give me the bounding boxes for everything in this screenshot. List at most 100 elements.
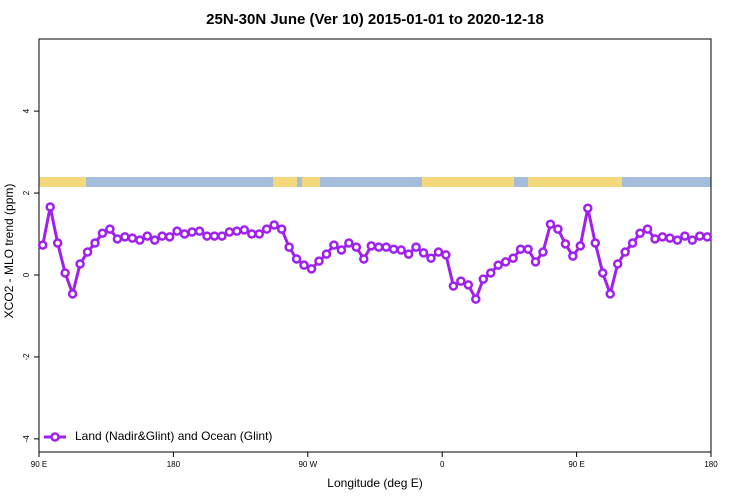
data-point [411,242,421,252]
legend-marker [50,432,60,442]
data-point [97,228,108,238]
data-point [82,247,93,257]
data-point [508,253,518,263]
y-tick-label: -2 [22,353,31,361]
data-point [179,229,190,239]
data-point [471,294,481,304]
data-point [172,226,182,236]
data-point [194,226,205,236]
data-point [463,280,474,290]
data-point [232,226,242,236]
data-point [620,247,630,257]
data-point [538,247,548,257]
data-point [224,227,235,237]
data-point [284,242,294,252]
data-point [665,233,675,243]
data-point [388,244,399,254]
data-point [344,238,354,248]
y-tick-label: 0 [22,272,31,277]
data-point [672,235,683,245]
x-tick-label: 0 [440,460,445,469]
data-point [157,231,167,241]
data-point [45,202,55,212]
data-point [680,231,690,241]
data-point [127,233,138,243]
data-point [627,238,638,248]
data-point [545,219,556,229]
data-point [164,232,175,242]
data-point [597,268,608,278]
data-point [90,238,100,248]
data-point [52,238,63,248]
data-point [568,251,578,261]
data-point [553,224,563,234]
data-point [120,232,130,242]
data-point [657,232,668,242]
data-point [373,242,384,252]
data-point [448,281,459,291]
data-point [336,245,347,255]
data-point [314,256,324,266]
data-point [261,224,272,234]
data-point [142,231,153,241]
data-point [202,231,212,241]
data-point [575,241,586,251]
y-tick-label: 2 [22,190,31,195]
data-point [441,250,451,260]
data-point [433,247,444,257]
data-point [478,274,489,284]
data-point [702,232,713,242]
x-tick-label: 180 [167,460,181,469]
legend-label: Land (Nadir&Glint) and Ocean (Glint) [75,429,272,443]
data-point [149,235,160,245]
data-point [403,249,414,259]
data-point [642,224,653,234]
data-point [187,227,197,237]
data-point [291,254,302,264]
data-point [418,248,429,258]
data-point [112,234,123,244]
data-point [37,240,48,250]
data-point [217,231,227,241]
data-point [351,242,362,252]
data-point [560,239,571,249]
data-point [366,241,377,251]
data-point [381,242,391,252]
data-point [67,289,78,299]
data-point [530,257,541,267]
data-point [650,234,660,244]
data-point [493,260,503,270]
x-axis-label: Longitude (deg E) [327,476,422,490]
land-ocean-strip [39,177,711,187]
data-point [209,231,220,241]
data-point [239,225,250,235]
data-point [135,235,145,245]
data-point [500,257,511,267]
data-point [359,254,369,264]
data-point [306,264,317,274]
data-point [515,244,526,254]
x-tick-label: 90 W [298,460,317,469]
data-point [583,203,593,213]
x-tick-label: 90 E [568,460,584,469]
data-point [321,249,332,259]
data-point [299,260,309,270]
y-axis-label: XCO2 - MLO trend (ppm) [2,184,16,319]
data-point [269,220,279,230]
data-point [635,228,645,238]
data-point [254,229,265,239]
data-point [426,253,436,263]
data-point [329,240,339,250]
data-point [105,224,115,234]
data-point [456,276,466,286]
data-point [605,289,615,299]
data-point [612,259,623,269]
data-point [276,224,287,234]
data-line [41,206,708,303]
data-point [695,231,705,241]
data-point [60,268,70,278]
chart-title: 25N-30N June (Ver 10) 2015-01-01 to 2020… [206,11,544,28]
data-point [396,245,406,255]
data-point [485,268,496,278]
